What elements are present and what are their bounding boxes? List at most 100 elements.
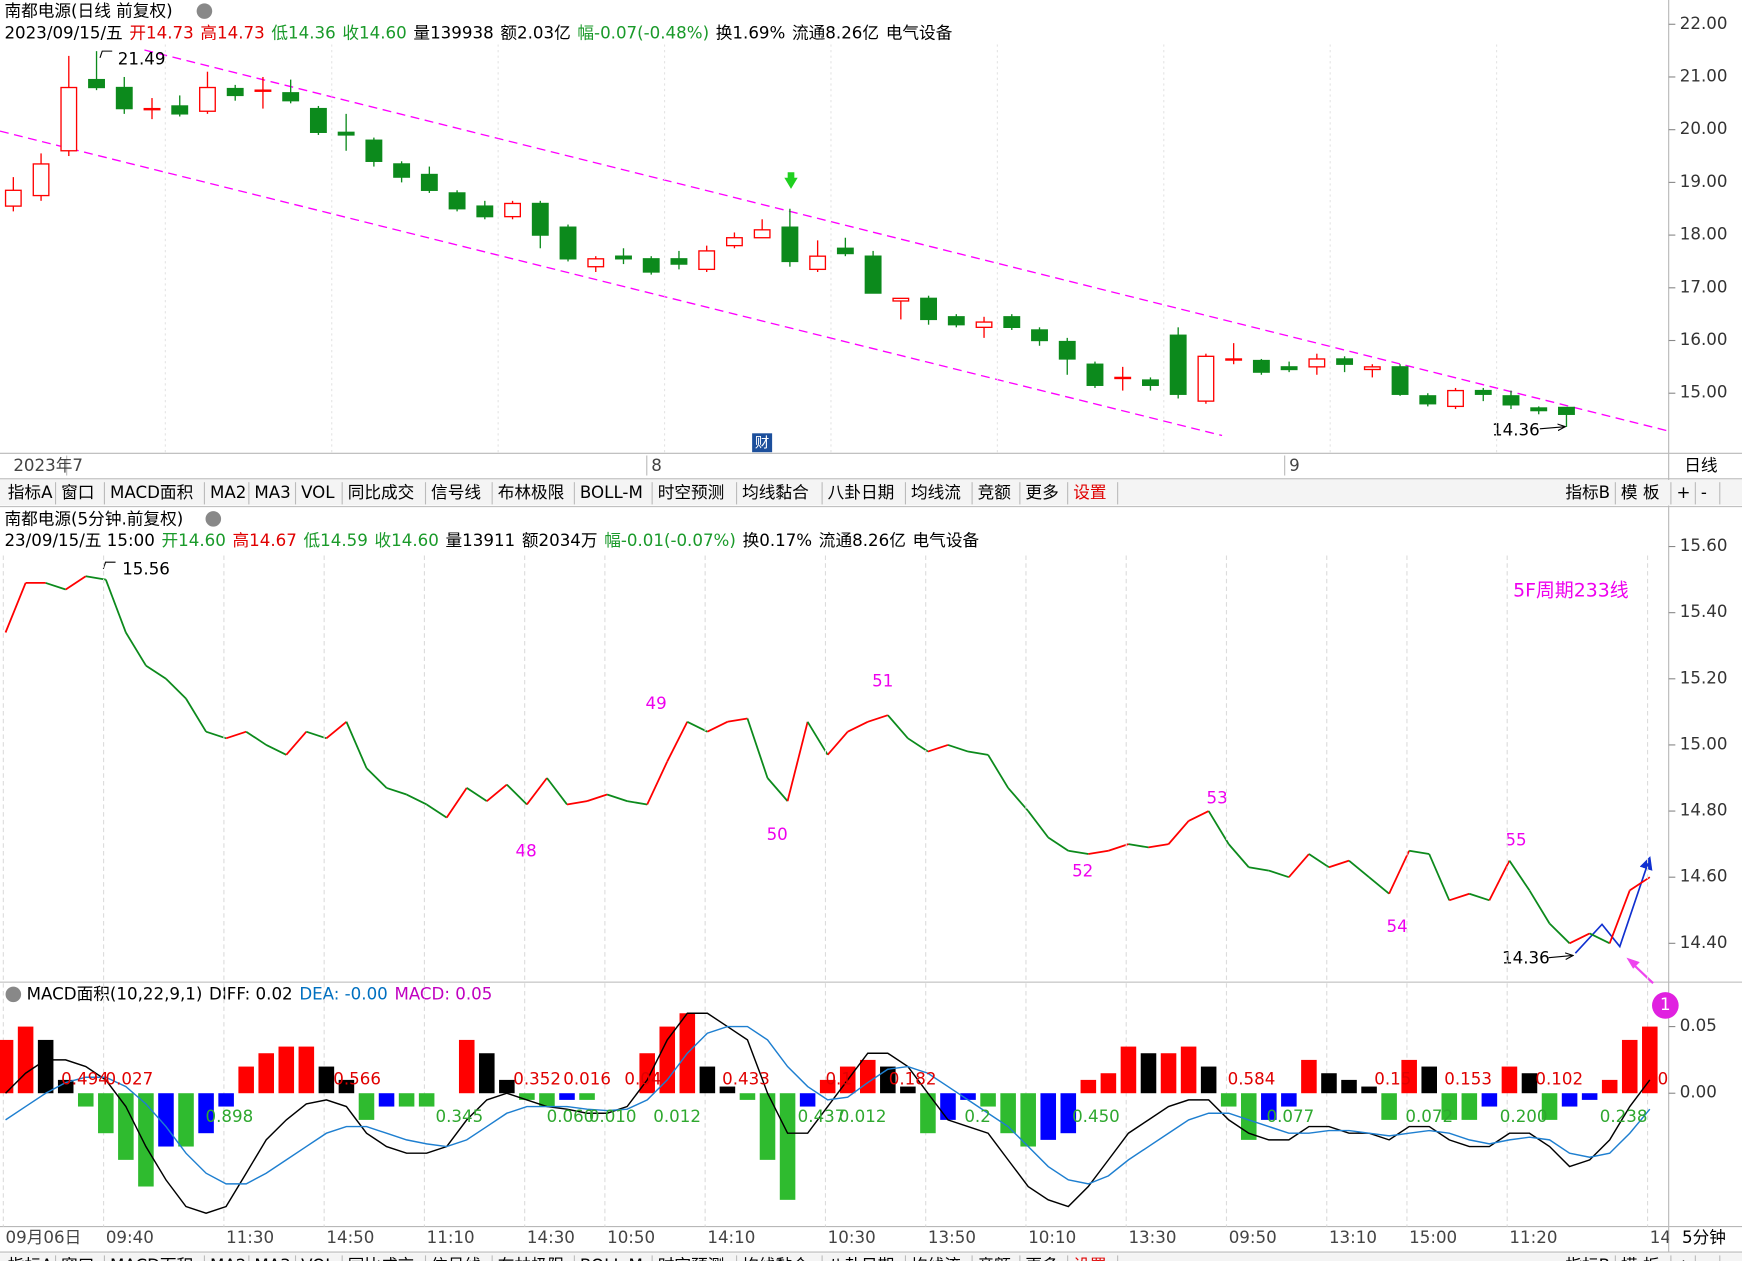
info-item: 收14.60 <box>342 23 406 42</box>
candle-body <box>199 86 216 112</box>
indicator-line <box>5 1025 1651 1185</box>
toolbar-button[interactable]: 竞额 <box>978 1256 1012 1261</box>
menu-icon[interactable] <box>196 3 213 19</box>
y-tick-label: 14.40 <box>1680 933 1728 952</box>
price-segment <box>1368 876 1390 895</box>
candle-body <box>309 107 327 133</box>
toolbar-button[interactable]: 信号线 <box>431 483 481 502</box>
toolbar-button[interactable]: 更多 <box>1025 1256 1058 1261</box>
toolbar-button[interactable]: MA3 <box>254 483 290 502</box>
toolbar-button[interactable]: MA3 <box>254 1256 290 1261</box>
area-label: 0.2 <box>964 1107 991 1126</box>
info-item: 幅-0.07(-0.48%) <box>577 23 709 42</box>
toolbar-button[interactable]: 指标A <box>8 483 53 502</box>
toolbar-button[interactable]: 设置 <box>1073 1256 1106 1261</box>
toolbar-button[interactable]: + <box>1676 1256 1690 1261</box>
toolbar-button[interactable]: 同比成交 <box>348 1256 415 1261</box>
macd-bar <box>1421 1066 1437 1094</box>
macd-bar <box>920 1093 936 1134</box>
badge-label: 1 <box>1660 995 1671 1014</box>
y-tick-label: 21.00 <box>1680 66 1728 85</box>
area-label: 0.352 <box>513 1069 561 1088</box>
y-tick-label: 19.00 <box>1680 172 1728 191</box>
candle-body <box>1363 366 1381 371</box>
price-segment <box>1288 853 1310 878</box>
toolbar-button[interactable]: 均线黏合 <box>742 1256 809 1261</box>
info-item: 额2034万 <box>522 531 598 550</box>
toolbar-button[interactable]: 信号线 <box>431 1256 481 1261</box>
candle-body <box>1086 363 1104 386</box>
toolbar-button[interactable]: 窗口 <box>61 1256 94 1261</box>
candle-body <box>226 87 244 97</box>
toolbar-button[interactable]: 均线黏合 <box>742 483 809 502</box>
price-segment <box>65 575 87 591</box>
candle-body <box>115 86 133 110</box>
macd-bar <box>1040 1093 1057 1140</box>
toolbar-button[interactable]: 均线流 <box>911 1256 961 1261</box>
toolbar-button[interactable]: 时空预测 <box>658 483 725 502</box>
toolbar-button[interactable]: 竞额 <box>978 483 1012 502</box>
toolbar-button[interactable]: MACD面积 <box>110 483 193 502</box>
toolbar-button[interactable]: 窗口 <box>61 483 94 502</box>
price-segment <box>606 793 628 802</box>
y-tick-label: 15.20 <box>1680 668 1728 687</box>
toolbar-button[interactable]: 八卦日期 <box>828 1256 895 1261</box>
price-segment <box>1488 860 1511 901</box>
toolbar-button[interactable]: 布林极限 <box>498 1256 565 1261</box>
macd-bar <box>960 1093 976 1100</box>
toolbar-button[interactable]: MACD面积 <box>110 1256 193 1261</box>
menu-icon[interactable] <box>205 511 222 527</box>
toolbar-button[interactable]: 更多 <box>1025 483 1058 502</box>
toolbar-button[interactable]: 布林极限 <box>498 483 565 502</box>
candle-body <box>947 316 965 326</box>
info-item: 量139938 <box>413 23 493 42</box>
toolbar-button[interactable]: VOL <box>301 483 335 502</box>
toolbar-bg <box>0 479 1742 506</box>
trend-arrow <box>1574 856 1653 954</box>
price-segment <box>165 678 187 700</box>
macd-bar <box>940 1093 956 1120</box>
finance-icon-bg[interactable] <box>752 433 773 453</box>
price-segment <box>85 575 106 581</box>
toolbar-button[interactable]: MA2 <box>210 1256 246 1261</box>
toolbar-button[interactable]: - <box>1701 483 1707 502</box>
x-tick-label: 09月06日 <box>6 1228 82 1247</box>
toolbar-button[interactable]: 指标A <box>8 1256 53 1261</box>
macd-bar <box>1321 1073 1337 1094</box>
toolbar-button[interactable]: 同比成交 <box>348 483 415 502</box>
area-label: 0.1 <box>825 1069 852 1088</box>
candle-body <box>1447 389 1464 408</box>
toolbar-button[interactable]: VOL <box>301 1256 335 1261</box>
toolbar-button[interactable]: + <box>1676 483 1690 502</box>
toolbar-button[interactable]: 设置 <box>1073 483 1106 502</box>
price-segment <box>1348 859 1370 878</box>
price-segment <box>786 721 809 802</box>
toolbar-button[interactable]: MA2 <box>210 483 246 502</box>
price-segment <box>1328 859 1350 869</box>
price-segment <box>205 730 227 740</box>
price-segment <box>45 582 66 591</box>
toolbar-button[interactable]: 指标B <box>1565 1256 1610 1261</box>
menu-icon[interactable] <box>5 986 22 1003</box>
price-segment <box>847 720 869 733</box>
toolbar-button[interactable]: 八卦日期 <box>828 483 895 502</box>
area-label: 0.04 <box>624 1069 661 1088</box>
price-segment <box>1228 843 1250 868</box>
toolbar-button[interactable]: - <box>1701 1256 1707 1261</box>
finance-icon[interactable]: 财 <box>755 434 769 451</box>
price-segment <box>947 744 969 753</box>
candle-body <box>1031 329 1048 342</box>
candle-body <box>698 250 716 271</box>
toolbar-button[interactable]: 时空预测 <box>658 1256 725 1261</box>
price-segment <box>806 721 829 756</box>
area-label: 0.2 <box>1658 1069 1685 1088</box>
toolbar-button[interactable]: BOLL-M <box>580 1256 643 1261</box>
toolbar-button[interactable]: 模 板 <box>1621 1256 1660 1261</box>
toolbar-button[interactable]: 均线流 <box>911 483 961 502</box>
toolbar-button[interactable]: 指标B <box>1565 483 1610 502</box>
toolbar-button[interactable]: 模 板 <box>1621 483 1660 502</box>
macd-bar <box>880 1066 896 1094</box>
toolbar-button[interactable]: BOLL-M <box>580 483 643 502</box>
macd-bar <box>1020 1093 1036 1147</box>
